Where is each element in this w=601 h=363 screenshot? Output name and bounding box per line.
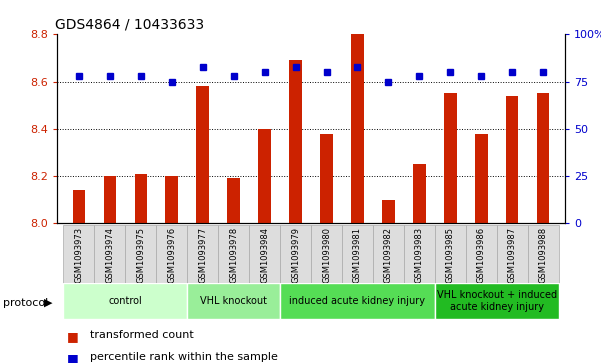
Bar bbox=[311, 225, 342, 285]
Text: ■: ■ bbox=[67, 330, 79, 343]
Text: GSM1093983: GSM1093983 bbox=[415, 227, 424, 283]
Bar bbox=[413, 164, 426, 223]
Text: protocol: protocol bbox=[3, 298, 48, 308]
Bar bbox=[156, 225, 187, 285]
Text: GSM1093988: GSM1093988 bbox=[538, 227, 548, 283]
Bar bbox=[125, 225, 156, 285]
Text: GDS4864 / 10433633: GDS4864 / 10433633 bbox=[55, 18, 204, 32]
Bar bbox=[280, 283, 435, 319]
Text: GSM1093976: GSM1093976 bbox=[167, 227, 176, 283]
Bar bbox=[466, 225, 497, 285]
Bar bbox=[342, 225, 373, 285]
Bar bbox=[435, 283, 559, 319]
Text: GSM1093986: GSM1093986 bbox=[477, 227, 486, 283]
Text: control: control bbox=[108, 296, 142, 306]
Text: GSM1093973: GSM1093973 bbox=[75, 227, 84, 283]
Text: GSM1093987: GSM1093987 bbox=[508, 227, 517, 283]
Bar bbox=[373, 225, 404, 285]
Bar bbox=[506, 96, 519, 223]
Text: GSM1093982: GSM1093982 bbox=[384, 227, 393, 283]
Bar bbox=[73, 190, 85, 223]
Bar bbox=[435, 225, 466, 285]
Bar bbox=[187, 225, 218, 285]
Bar bbox=[63, 283, 187, 319]
Text: GSM1093981: GSM1093981 bbox=[353, 227, 362, 283]
Bar bbox=[382, 200, 395, 223]
Bar bbox=[280, 225, 311, 285]
Text: ■: ■ bbox=[67, 352, 79, 363]
Text: GSM1093974: GSM1093974 bbox=[105, 227, 114, 283]
Text: GSM1093984: GSM1093984 bbox=[260, 227, 269, 283]
Bar bbox=[249, 225, 280, 285]
Bar bbox=[289, 61, 302, 223]
Text: transformed count: transformed count bbox=[90, 330, 194, 340]
Text: GSM1093985: GSM1093985 bbox=[446, 227, 455, 283]
Text: GSM1093975: GSM1093975 bbox=[136, 227, 145, 283]
Bar bbox=[320, 134, 333, 223]
Bar bbox=[444, 94, 457, 223]
Bar bbox=[187, 283, 280, 319]
Bar bbox=[497, 225, 528, 285]
Bar bbox=[537, 94, 549, 223]
Bar bbox=[218, 225, 249, 285]
Bar bbox=[528, 225, 559, 285]
Text: GSM1093980: GSM1093980 bbox=[322, 227, 331, 283]
Bar bbox=[165, 176, 178, 223]
Bar bbox=[258, 129, 271, 223]
Text: GSM1093978: GSM1093978 bbox=[229, 227, 238, 283]
Text: induced acute kidney injury: induced acute kidney injury bbox=[290, 296, 426, 306]
Bar bbox=[63, 225, 94, 285]
Text: GSM1093977: GSM1093977 bbox=[198, 227, 207, 283]
Text: VHL knockout + induced
acute kidney injury: VHL knockout + induced acute kidney inju… bbox=[437, 290, 557, 312]
Bar bbox=[135, 174, 147, 223]
Text: ▶: ▶ bbox=[44, 298, 52, 308]
Bar bbox=[197, 86, 209, 223]
Text: VHL knockout: VHL knockout bbox=[200, 296, 267, 306]
Bar bbox=[351, 34, 364, 223]
Bar bbox=[475, 134, 487, 223]
Bar bbox=[103, 176, 116, 223]
Text: percentile rank within the sample: percentile rank within the sample bbox=[90, 352, 278, 362]
Bar bbox=[227, 179, 240, 223]
Bar bbox=[94, 225, 125, 285]
Bar bbox=[404, 225, 435, 285]
Text: GSM1093979: GSM1093979 bbox=[291, 227, 300, 283]
